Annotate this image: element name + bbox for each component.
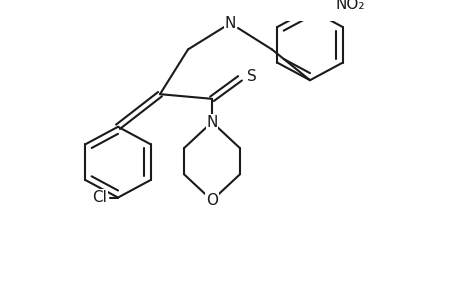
Text: N: N [224, 16, 235, 31]
Text: O: O [206, 193, 218, 208]
Text: Cl: Cl [92, 190, 107, 205]
Text: S: S [246, 69, 256, 84]
Text: NO₂: NO₂ [335, 0, 364, 12]
Text: N: N [206, 115, 217, 130]
